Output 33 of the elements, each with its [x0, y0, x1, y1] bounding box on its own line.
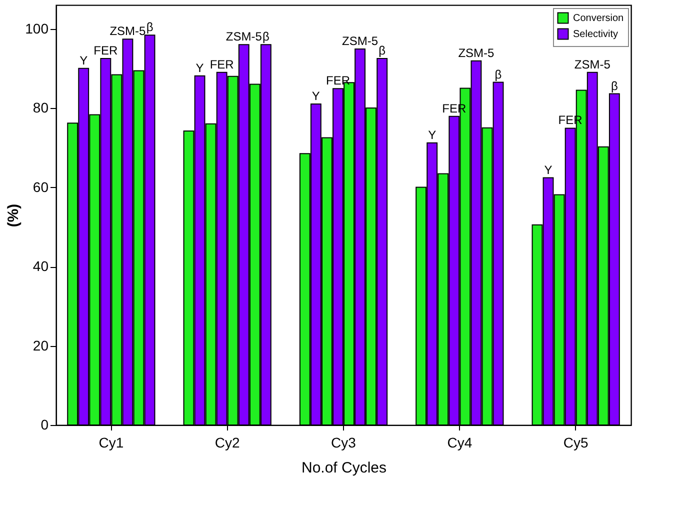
annotation: β	[378, 43, 386, 58]
annotation: FER	[94, 43, 118, 58]
x-tick-label: Cy1	[98, 434, 124, 450]
y-tick-label: 20	[32, 337, 49, 354]
y-tick-label: 0	[40, 416, 49, 432]
annotation: Y	[544, 162, 552, 177]
legend-label: Conversion	[573, 13, 624, 24]
legend-label: Selectivity	[573, 29, 618, 40]
y-axis-title: (%)	[5, 204, 22, 228]
annotation: β	[262, 30, 270, 44]
x-tick-label: Cy5	[563, 434, 588, 450]
annotation: Y	[312, 89, 320, 104]
annotation: ZSM-5	[574, 57, 611, 72]
annotation: Y	[80, 53, 88, 68]
annotation: ZSM-5	[342, 34, 378, 48]
annotation: FER	[326, 74, 350, 88]
annotation: Y	[428, 128, 436, 142]
y-tick-label: 100	[25, 20, 49, 36]
x-tick-label: Cy4	[447, 434, 472, 450]
annotation: ZSM-5	[226, 30, 262, 44]
annotation: β	[146, 20, 154, 34]
y-tick-label: 40	[32, 258, 49, 274]
x-axis-title: No.of Cycles	[301, 460, 387, 476]
annotation: β	[610, 78, 618, 93]
x-tick-label: Cy2	[214, 434, 240, 450]
annotation: ZSM-5	[110, 24, 146, 38]
annotation: ZSM-5	[458, 46, 495, 60]
y-tick-label: 60	[32, 178, 49, 195]
annotation: FER	[210, 57, 234, 72]
x-tick-label: Cy3	[331, 434, 356, 450]
y-tick-label: 80	[32, 100, 49, 116]
annotation: β	[494, 67, 502, 82]
annotation: Y	[196, 60, 204, 75]
